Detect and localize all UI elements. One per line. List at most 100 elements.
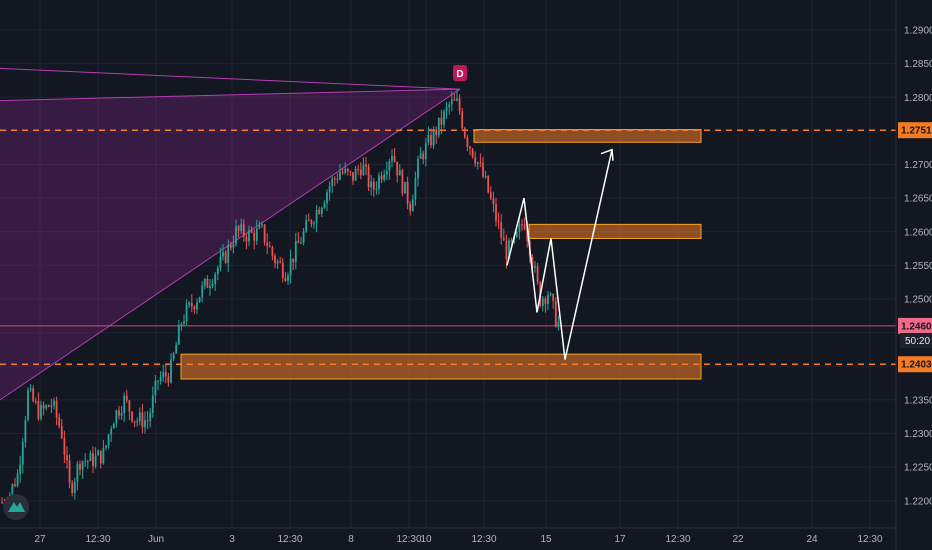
candle-body <box>424 143 427 160</box>
candle-body <box>448 104 451 107</box>
harmonic-pattern[interactable] <box>0 67 461 401</box>
x-tick-label: 12:30 <box>471 534 496 545</box>
zone-rect[interactable] <box>473 129 702 143</box>
pattern-line[interactable] <box>0 88 461 401</box>
candle-body <box>214 274 217 284</box>
y-tick-label: 1.2500 <box>904 295 932 306</box>
candle-body <box>138 412 141 422</box>
candle-body <box>552 293 555 301</box>
candle-body <box>188 302 191 305</box>
candle-body <box>92 452 94 467</box>
candle-body <box>29 388 32 390</box>
candle-body <box>487 175 490 193</box>
candle-body <box>461 111 464 129</box>
candle-body <box>398 170 401 176</box>
candle-body <box>375 188 378 190</box>
candle-body <box>89 452 92 461</box>
candle-body <box>492 198 495 205</box>
countdown-badge: 50:20 <box>900 333 932 348</box>
pattern-line[interactable] <box>0 67 461 90</box>
candle-body <box>508 240 510 260</box>
x-tick-label: 3 <box>229 534 235 545</box>
logo-icon <box>8 502 25 512</box>
candle-body <box>476 162 479 164</box>
y-tick-label: 1.2550 <box>904 261 932 272</box>
candle-body <box>68 460 71 484</box>
x-tick-label: Jun <box>148 534 164 545</box>
candle-body <box>500 222 503 238</box>
candle-body <box>37 401 40 419</box>
candle-body <box>346 168 349 172</box>
tradingview-logo[interactable] <box>3 494 29 520</box>
candle-body <box>237 226 240 231</box>
zone-rect[interactable] <box>180 353 702 380</box>
candle-body <box>367 166 370 188</box>
candle-body <box>79 463 81 470</box>
candle-body <box>518 224 521 233</box>
candle-body <box>474 157 477 164</box>
candle-body <box>453 99 456 101</box>
candle-body <box>515 232 518 237</box>
candle-body <box>248 230 250 242</box>
candle-body <box>274 255 276 264</box>
candle-body <box>339 171 341 180</box>
y-tick-label: 1.2800 <box>904 93 932 104</box>
candle-body <box>58 417 61 426</box>
candle-body <box>253 232 256 241</box>
candle-body <box>34 401 37 403</box>
candle-body <box>549 293 552 295</box>
candle-body <box>263 224 266 243</box>
candle-body <box>417 158 419 179</box>
candle-body <box>437 117 440 136</box>
candle-body <box>128 400 131 412</box>
candle-body <box>118 410 120 416</box>
candle-body <box>414 178 417 200</box>
candle-body <box>463 128 466 138</box>
candle-body <box>255 228 258 241</box>
candle-body <box>73 481 76 493</box>
candle-body <box>110 428 113 435</box>
candle-body <box>151 395 154 413</box>
supply-demand-zones[interactable] <box>180 129 702 380</box>
candle-body <box>105 445 107 448</box>
projection-arrow[interactable] <box>506 148 614 360</box>
candle-body <box>193 306 196 310</box>
candle-body <box>159 377 162 381</box>
x-tick-label: 12:30 <box>857 534 882 545</box>
candle-body <box>276 261 279 264</box>
candle-body <box>97 450 100 456</box>
candle-body <box>261 224 263 226</box>
candle-body <box>112 423 115 429</box>
pattern-line[interactable] <box>0 88 461 102</box>
candle-body <box>219 256 222 268</box>
candle-body <box>531 256 534 268</box>
zone-rect[interactable] <box>528 223 702 239</box>
candle-body <box>544 298 547 304</box>
x-tick-label: 10 <box>420 534 432 545</box>
candle-body <box>47 405 50 407</box>
candle-body <box>554 300 557 327</box>
pattern-point-d[interactable]: D <box>453 65 467 81</box>
candle-body <box>287 275 289 281</box>
candle-body <box>466 137 469 147</box>
dashed-levels[interactable] <box>0 129 896 365</box>
candle-body <box>1 502 3 504</box>
candle-body <box>534 266 536 268</box>
candle-body <box>393 155 396 162</box>
candle-body <box>154 380 157 396</box>
pattern-point-d-label: D <box>456 69 463 80</box>
y-tick-label: 1.2350 <box>904 395 932 406</box>
candle-body <box>266 242 269 247</box>
candle-body <box>115 410 118 424</box>
candle-body <box>63 437 66 455</box>
candle-body <box>435 129 438 136</box>
candle-body <box>419 153 422 159</box>
candle-body <box>53 400 55 406</box>
projection-path[interactable] <box>506 149 613 360</box>
candle-body <box>484 175 487 177</box>
candle-body <box>289 258 292 276</box>
candle-body <box>333 178 336 180</box>
